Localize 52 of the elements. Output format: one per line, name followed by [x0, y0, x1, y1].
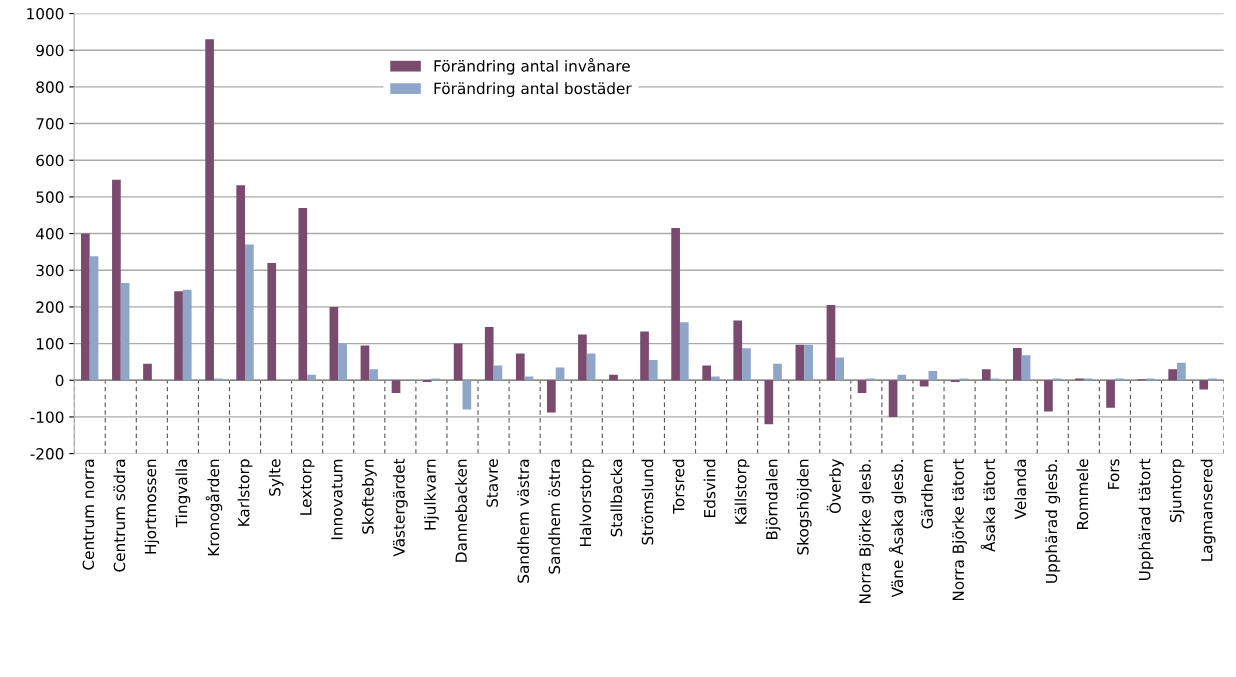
x-tick-label: Skogshöjden — [796, 459, 812, 555]
x-tick-label: Strömslund — [641, 459, 654, 545]
x-tick-label: Källstorp — [734, 459, 750, 524]
x-tick-label: Tingvalla — [175, 459, 191, 528]
x-tick-label: Väne Åsaka glesb. — [888, 460, 907, 598]
y-tick-label: 400 — [36, 228, 64, 240]
x-tick-label: Hjulkvarn — [424, 459, 439, 530]
x-tick-label: Överby — [826, 458, 844, 514]
x-tick-label: Velanda — [1014, 459, 1027, 520]
x-tick-label: Åsaka tätort — [980, 458, 996, 552]
x-tick-label: Fors — [1107, 459, 1120, 489]
x-tick-label: Stallbacka — [610, 459, 623, 537]
x-tick-label: Centrum södra — [113, 459, 126, 572]
x-tick-label: Centrum norra — [82, 459, 95, 570]
x-tick-label: Skoftebyn — [361, 459, 377, 534]
y-tick-label: 600 — [36, 154, 64, 167]
x-tick-label: Lagmansered — [1200, 459, 1216, 561]
x-tick-label: Kronogården — [205, 459, 223, 556]
x-tick-label: Norra Björke tätort — [952, 458, 967, 601]
x-tick-label: Edsvind — [703, 459, 716, 517]
x-tick-label: Björndalen — [765, 459, 781, 540]
x-tick-label: Karlstorp — [237, 459, 253, 526]
x-tick-label: Västergärdet — [392, 458, 408, 557]
y-tick-label: -200 — [30, 448, 64, 460]
y-tick-label: 1000 — [27, 8, 64, 20]
x-tick-label: Norra Björke glesb. — [858, 460, 874, 603]
y-tick-label: 0 — [55, 374, 64, 387]
y-tick-label: 900 — [36, 44, 64, 57]
x-tick-label: Sandhem västra — [517, 459, 530, 583]
x-tick-label: Gärdhem — [921, 459, 933, 529]
x-tick-label: Innovatum — [331, 459, 343, 540]
y-tick-label: 200 — [36, 301, 64, 313]
x-tick-label: Dannebacken — [455, 459, 467, 562]
x-tick-label: Upphärad tätort — [1138, 458, 1154, 580]
y-tick-label: 300 — [36, 264, 64, 277]
legend-label: Förändring antal bostäder — [434, 82, 632, 98]
x-tick-label: Sjuntorp — [1169, 459, 1185, 523]
x-tick-label: Stavre — [486, 459, 498, 507]
y-tick-label: -100 — [30, 411, 64, 423]
x-tick-label: Sandhem östra — [548, 459, 561, 574]
x-tick-label: Lextorp — [300, 459, 315, 515]
y-tick-label: 100 — [36, 338, 64, 350]
y-tick-label: 500 — [36, 191, 64, 203]
x-tick-label: Sylte — [268, 459, 284, 496]
y-tick-label: 700 — [36, 118, 64, 130]
legend-label: Förändring antal invånare — [434, 58, 630, 75]
x-tick-label: Halvorstorp — [579, 459, 595, 546]
y-tick-label: 800 — [36, 81, 64, 93]
x-tick-label: Upphärad glesb. — [1045, 460, 1061, 583]
x-tick-label: Rommele — [1076, 459, 1089, 530]
x-tick-label: Hjortmossen — [144, 459, 160, 554]
x-tick-label: Torsred — [672, 459, 685, 514]
